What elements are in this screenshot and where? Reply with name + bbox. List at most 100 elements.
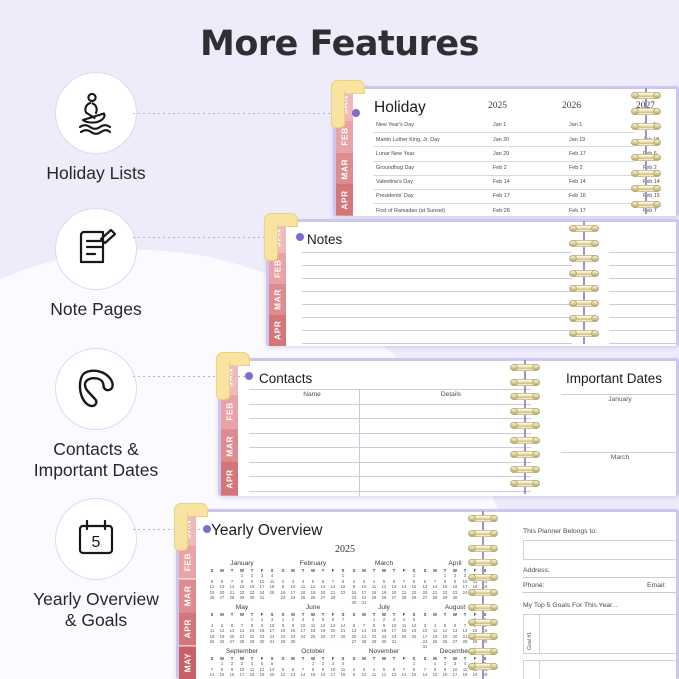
day-of-week: T: [250, 656, 254, 661]
day-cell: 20: [351, 633, 357, 639]
day-cell: 11: [340, 666, 346, 672]
feature-contacts-dates[interactable]: Contacts & Important Dates: [3, 348, 189, 482]
day-cell: 26: [442, 639, 448, 645]
month-tab-mar[interactable]: MAR: [269, 284, 286, 315]
day-cell: 9: [321, 666, 325, 672]
day-cell: 24: [259, 589, 265, 595]
feature-holiday-lists[interactable]: Holiday Lists: [3, 72, 189, 184]
spiral-ring: [468, 618, 498, 626]
day-cell: 12: [320, 622, 326, 628]
month-tab-apr[interactable]: APR: [221, 462, 238, 496]
day-cell: 18: [310, 628, 316, 634]
planner-page-notes[interactable]: JAN FEB MAR APR Notes: [266, 219, 679, 346]
spiral-ring: [468, 633, 498, 641]
day-cell: 16: [482, 628, 488, 634]
day-of-week: S: [352, 612, 356, 617]
holiday-date-2025: Feb 17: [493, 193, 510, 200]
holiday-date-2027: Feb 2: [643, 164, 657, 171]
day-cell: 29: [472, 639, 478, 645]
note-line: [609, 265, 676, 266]
day-cell: 22: [442, 589, 448, 595]
month-tab-may[interactable]: MAY: [179, 645, 196, 679]
day-cell: 25: [460, 678, 470, 679]
belongs-input[interactable]: [523, 540, 676, 560]
day-cell: 19: [259, 672, 265, 678]
month-tab-apr[interactable]: APR: [336, 184, 353, 216]
day-cell: 28: [330, 595, 336, 601]
day-cell: 30: [482, 639, 488, 645]
spiral-ring: [631, 107, 661, 115]
day-cell: 10: [290, 584, 296, 590]
day-cell: 8: [240, 578, 244, 584]
holiday-name: Valentine's Day: [376, 179, 413, 186]
day-of-week: M: [362, 612, 366, 617]
planner-page-yearly[interactable]: JAN FEB MAR APR MAY Yearly Overview 2025…: [176, 509, 679, 679]
day-of-week: W: [453, 612, 457, 617]
day-of-week: T: [463, 656, 467, 661]
contacts-row-line: [249, 490, 531, 492]
day-of-week: S: [281, 612, 285, 617]
day-cell: 9: [291, 622, 295, 628]
day-of-week: T: [321, 612, 325, 617]
day-cell: 12: [219, 628, 225, 634]
feature-yearly-overview[interactable]: 5 Yearly Overview & Goals: [3, 498, 189, 632]
day-cell-empty: ·: [373, 573, 375, 579]
day-cell: 2: [443, 661, 447, 667]
goal-row-1[interactable]: [523, 614, 676, 654]
day-cell: 16: [280, 589, 286, 595]
day-cell: 14: [422, 672, 428, 678]
day-cell: 5: [281, 666, 285, 672]
day-cell: 15: [411, 584, 417, 590]
spiral-ring: [468, 574, 498, 582]
day-of-week: S: [341, 656, 345, 661]
day-cell: 16: [320, 672, 326, 678]
holiday-row: Lunar New Year Jan 29 Feb 17 Feb 6: [373, 147, 657, 162]
day-cell: 13: [452, 628, 458, 634]
planner-page-contacts[interactable]: JAN FEB MAR APR Contacts Name Details Im…: [218, 358, 679, 496]
day-of-week: W: [453, 656, 457, 661]
day-cell-empty: ·: [332, 639, 334, 645]
day-of-week: T: [372, 656, 376, 661]
day-cell: 5: [443, 622, 447, 628]
day-of-week: T: [301, 612, 305, 617]
planner-page-holiday[interactable]: JAN FEB MAR APR Holiday 2025 2026 2027 N…: [333, 86, 679, 216]
day-cell: 27: [391, 595, 397, 601]
day-of-week: W: [382, 656, 386, 661]
day-cell: 29: [371, 639, 377, 645]
day-cell: 11: [401, 622, 407, 628]
day-cell: 21: [298, 678, 308, 679]
day-cell: 30: [351, 600, 357, 606]
month-calendar-grid: SMTWTFS···123456789101112131415161718192…: [278, 656, 348, 679]
spiral-ring: [631, 185, 661, 192]
day-cell: 15: [239, 584, 245, 590]
day-cell: 17: [422, 633, 428, 639]
connector-notes: [133, 237, 283, 238]
spiral-ring: [510, 378, 540, 386]
day-cell: 9: [352, 584, 356, 590]
day-cell: 3: [463, 573, 467, 579]
day-cell: 24: [462, 589, 468, 595]
spiral-ring: [569, 285, 599, 292]
day-cell: 10: [269, 622, 275, 628]
day-cell: 11: [472, 578, 478, 584]
goal-row-2[interactable]: [523, 660, 676, 679]
holiday-name: New Year's Day: [376, 122, 414, 129]
month-tab-mar[interactable]: MAR: [221, 428, 238, 463]
month-tab-mar[interactable]: MAR: [336, 152, 353, 185]
day-cell: 23: [290, 633, 296, 639]
day-cell: 18: [462, 672, 468, 678]
day-cell-empty: ·: [342, 639, 344, 645]
day-cell: 13: [351, 628, 357, 634]
day-cell-empty: ·: [383, 600, 385, 606]
spiral-ring: [569, 300, 599, 307]
day-of-week: T: [392, 568, 396, 573]
day-of-week: M: [362, 568, 366, 573]
month-tab-apr[interactable]: APR: [269, 315, 286, 346]
feature-note-pages[interactable]: Note Pages: [3, 208, 189, 320]
day-cell: 14: [330, 584, 336, 590]
day-cell: 16: [452, 584, 458, 590]
day-cell-empty: ·: [484, 595, 486, 601]
day-cell: 17: [300, 628, 306, 634]
day-of-week: S: [210, 612, 214, 617]
day-cell: 1: [240, 573, 244, 579]
